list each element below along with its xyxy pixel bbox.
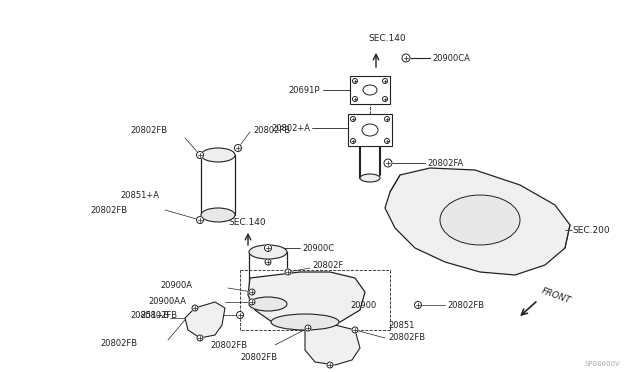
Circle shape xyxy=(196,151,204,158)
Text: 20802FB: 20802FB xyxy=(240,353,277,362)
Polygon shape xyxy=(305,325,360,365)
Circle shape xyxy=(385,116,390,122)
Circle shape xyxy=(415,301,422,308)
Text: 20691P: 20691P xyxy=(289,86,320,94)
Text: 20802FB: 20802FB xyxy=(210,340,247,350)
Text: 20802FA: 20802FA xyxy=(427,158,463,167)
Circle shape xyxy=(384,159,392,167)
Ellipse shape xyxy=(249,297,287,311)
Text: 20802FB: 20802FB xyxy=(388,334,425,343)
Text: 20802FB: 20802FB xyxy=(447,301,484,310)
Text: SEC.140: SEC.140 xyxy=(228,218,266,227)
Text: 20900: 20900 xyxy=(350,301,376,310)
FancyBboxPatch shape xyxy=(350,76,390,104)
FancyBboxPatch shape xyxy=(348,114,392,146)
Circle shape xyxy=(402,54,410,62)
Circle shape xyxy=(305,325,311,331)
Text: 20851+B: 20851+B xyxy=(130,311,169,320)
Text: 20802FB: 20802FB xyxy=(253,125,290,135)
Text: 20802F: 20802F xyxy=(312,262,343,270)
Polygon shape xyxy=(185,302,225,338)
Circle shape xyxy=(192,305,198,311)
Ellipse shape xyxy=(271,314,339,330)
Circle shape xyxy=(383,96,387,102)
Circle shape xyxy=(265,259,271,265)
Circle shape xyxy=(234,144,241,151)
Text: SP08000V: SP08000V xyxy=(584,361,620,367)
Text: 20900A: 20900A xyxy=(160,282,192,291)
Circle shape xyxy=(383,78,387,83)
Text: 20900AA: 20900AA xyxy=(148,298,186,307)
Circle shape xyxy=(352,327,358,333)
Text: SEC.140: SEC.140 xyxy=(368,33,406,42)
Text: FRONT: FRONT xyxy=(540,286,572,305)
Circle shape xyxy=(327,362,333,368)
Ellipse shape xyxy=(363,85,377,95)
Ellipse shape xyxy=(360,174,380,182)
Ellipse shape xyxy=(440,195,520,245)
Ellipse shape xyxy=(249,245,287,259)
Text: 20802FB: 20802FB xyxy=(100,339,137,347)
Circle shape xyxy=(196,217,204,224)
Circle shape xyxy=(353,78,358,83)
Polygon shape xyxy=(248,272,365,325)
Text: 20851+A: 20851+A xyxy=(120,190,159,199)
Circle shape xyxy=(249,299,255,305)
Circle shape xyxy=(351,116,355,122)
Ellipse shape xyxy=(201,208,235,222)
Circle shape xyxy=(385,138,390,144)
Circle shape xyxy=(285,269,291,275)
Text: SEC.200: SEC.200 xyxy=(572,225,610,234)
Text: 20900C: 20900C xyxy=(302,244,334,253)
Circle shape xyxy=(351,138,355,144)
Text: 20802+A: 20802+A xyxy=(271,124,310,132)
Circle shape xyxy=(237,311,243,318)
Text: 20851: 20851 xyxy=(388,321,414,330)
Text: 20802FB: 20802FB xyxy=(140,311,177,320)
Text: 20900CA: 20900CA xyxy=(432,54,470,62)
Text: 20802FB: 20802FB xyxy=(130,125,167,135)
Ellipse shape xyxy=(201,148,235,162)
Circle shape xyxy=(197,335,203,341)
Text: 20802FB: 20802FB xyxy=(90,205,127,215)
Polygon shape xyxy=(385,168,570,275)
Circle shape xyxy=(264,244,271,251)
Ellipse shape xyxy=(362,124,378,136)
Circle shape xyxy=(249,289,255,295)
Circle shape xyxy=(353,96,358,102)
